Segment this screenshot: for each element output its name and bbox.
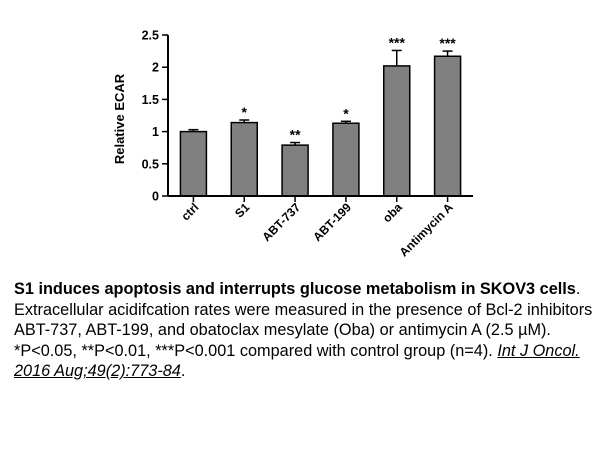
error-bars <box>188 49 453 146</box>
bar <box>179 130 208 197</box>
bar <box>281 144 309 197</box>
y-tick-label: 2 <box>152 61 159 75</box>
significance-label: * <box>242 104 248 120</box>
x-tick-label: S1 <box>232 200 253 221</box>
y-tick-label: 1 <box>152 125 159 139</box>
y-axis-label: Relative ECAR <box>112 73 127 164</box>
significance-markers: ******* *** <box>242 34 457 142</box>
bar-chart: Relative ECAR 00.511.522.5 ******* *** ct… <box>112 29 473 259</box>
caption-body: . Extracellular acidifcation rates were … <box>14 280 593 360</box>
figure-caption: S1 induces apoptosis and interrupts gluc… <box>14 279 599 382</box>
significance-label: ** <box>290 127 301 143</box>
x-tick-label: ABT-737 <box>259 200 303 244</box>
bar <box>383 65 411 197</box>
significance-label: *** <box>389 34 406 50</box>
y-axis-ticks: 0 0.5 1 1.5 2 2.5 <box>142 29 168 204</box>
x-tick-label: ctrl <box>178 200 201 223</box>
bar <box>230 121 258 197</box>
significance-label: *** <box>439 35 456 51</box>
caption-title: S1 induces apoptosis and interrupts gluc… <box>14 280 576 298</box>
x-tick-label: Antimycin A <box>397 200 456 259</box>
bar <box>433 55 462 197</box>
axes <box>167 35 473 197</box>
x-tick-label: oba <box>380 200 405 225</box>
y-tick-label: 0 <box>152 190 159 204</box>
bar <box>332 122 360 197</box>
significance-label: * <box>343 105 349 121</box>
y-tick-label: 2.5 <box>142 29 159 43</box>
y-tick-label: 0.5 <box>142 157 159 171</box>
caption-citation-link[interactable]: Int J Oncol. 2016 Aug;49(2):773-84 <box>14 341 580 381</box>
y-tick-label: 1.5 <box>142 93 159 107</box>
caption-end: . <box>180 362 186 381</box>
bars <box>179 55 462 197</box>
x-tick-label: ABT-199 <box>310 200 354 244</box>
